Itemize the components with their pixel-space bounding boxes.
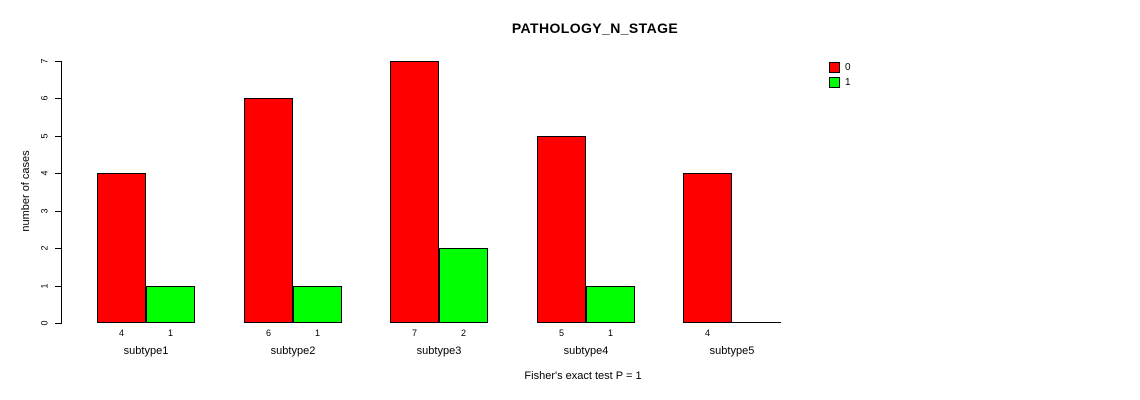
bar-value-label: 1 xyxy=(607,328,613,338)
bar-value-label: 5 xyxy=(558,328,564,338)
bar-value-label: 4 xyxy=(118,328,124,338)
bar-value-label: 6 xyxy=(265,328,271,338)
bar-series-1 xyxy=(439,248,488,323)
y-axis-line xyxy=(61,61,62,323)
bar-value-label: 1 xyxy=(167,328,173,338)
bar-series-0 xyxy=(390,61,439,323)
x-category-label: subtype5 xyxy=(709,345,755,357)
y-axis-tick-label: 7 xyxy=(39,58,50,64)
y-axis-tick-label: 4 xyxy=(39,170,50,176)
y-axis-tick xyxy=(55,173,62,174)
bar-value-label: 7 xyxy=(411,328,417,338)
y-axis-tick xyxy=(55,323,62,324)
x-category-label: subtype1 xyxy=(123,345,169,357)
x-category-label: subtype3 xyxy=(416,345,462,357)
bar-series-0 xyxy=(683,173,732,323)
legend-swatch-0 xyxy=(829,62,840,73)
fisher-test-caption: Fisher's exact test P = 1 xyxy=(524,370,642,382)
bar-series-0 xyxy=(537,136,586,323)
y-axis-tick-label: 1 xyxy=(39,283,50,289)
y-axis-tick-label: 3 xyxy=(39,208,50,214)
bar-value-label: 1 xyxy=(314,328,320,338)
legend-label-0: 0 xyxy=(845,62,851,73)
y-axis-tick xyxy=(55,61,62,62)
x-category-label: subtype2 xyxy=(270,345,316,357)
y-axis-tick xyxy=(55,136,62,137)
bar-series-0 xyxy=(244,98,293,323)
y-axis-tick-label: 0 xyxy=(39,320,50,326)
bar-value-label: 2 xyxy=(460,328,466,338)
bar-value-label: 4 xyxy=(704,328,710,338)
y-axis-tick xyxy=(55,286,62,287)
y-axis-tick-label: 5 xyxy=(39,133,50,139)
y-axis-tick-label: 6 xyxy=(39,95,50,101)
legend-label-1: 1 xyxy=(845,77,851,88)
x-category-label: subtype4 xyxy=(563,345,609,357)
y-axis-tick xyxy=(55,211,62,212)
y-axis-tick xyxy=(55,248,62,249)
y-axis-tick xyxy=(55,98,62,99)
chart-title: PATHOLOGY_N_STAGE xyxy=(511,20,679,36)
bar-series-1-zero-line xyxy=(732,322,781,323)
legend-swatch-1 xyxy=(829,77,840,88)
bar-series-0 xyxy=(97,173,146,323)
bar-series-1 xyxy=(146,286,195,323)
y-axis-tick-label: 2 xyxy=(39,245,50,251)
y-axis-label: number of cases xyxy=(20,150,32,232)
bar-series-1 xyxy=(293,286,342,323)
bar-series-1 xyxy=(586,286,635,323)
